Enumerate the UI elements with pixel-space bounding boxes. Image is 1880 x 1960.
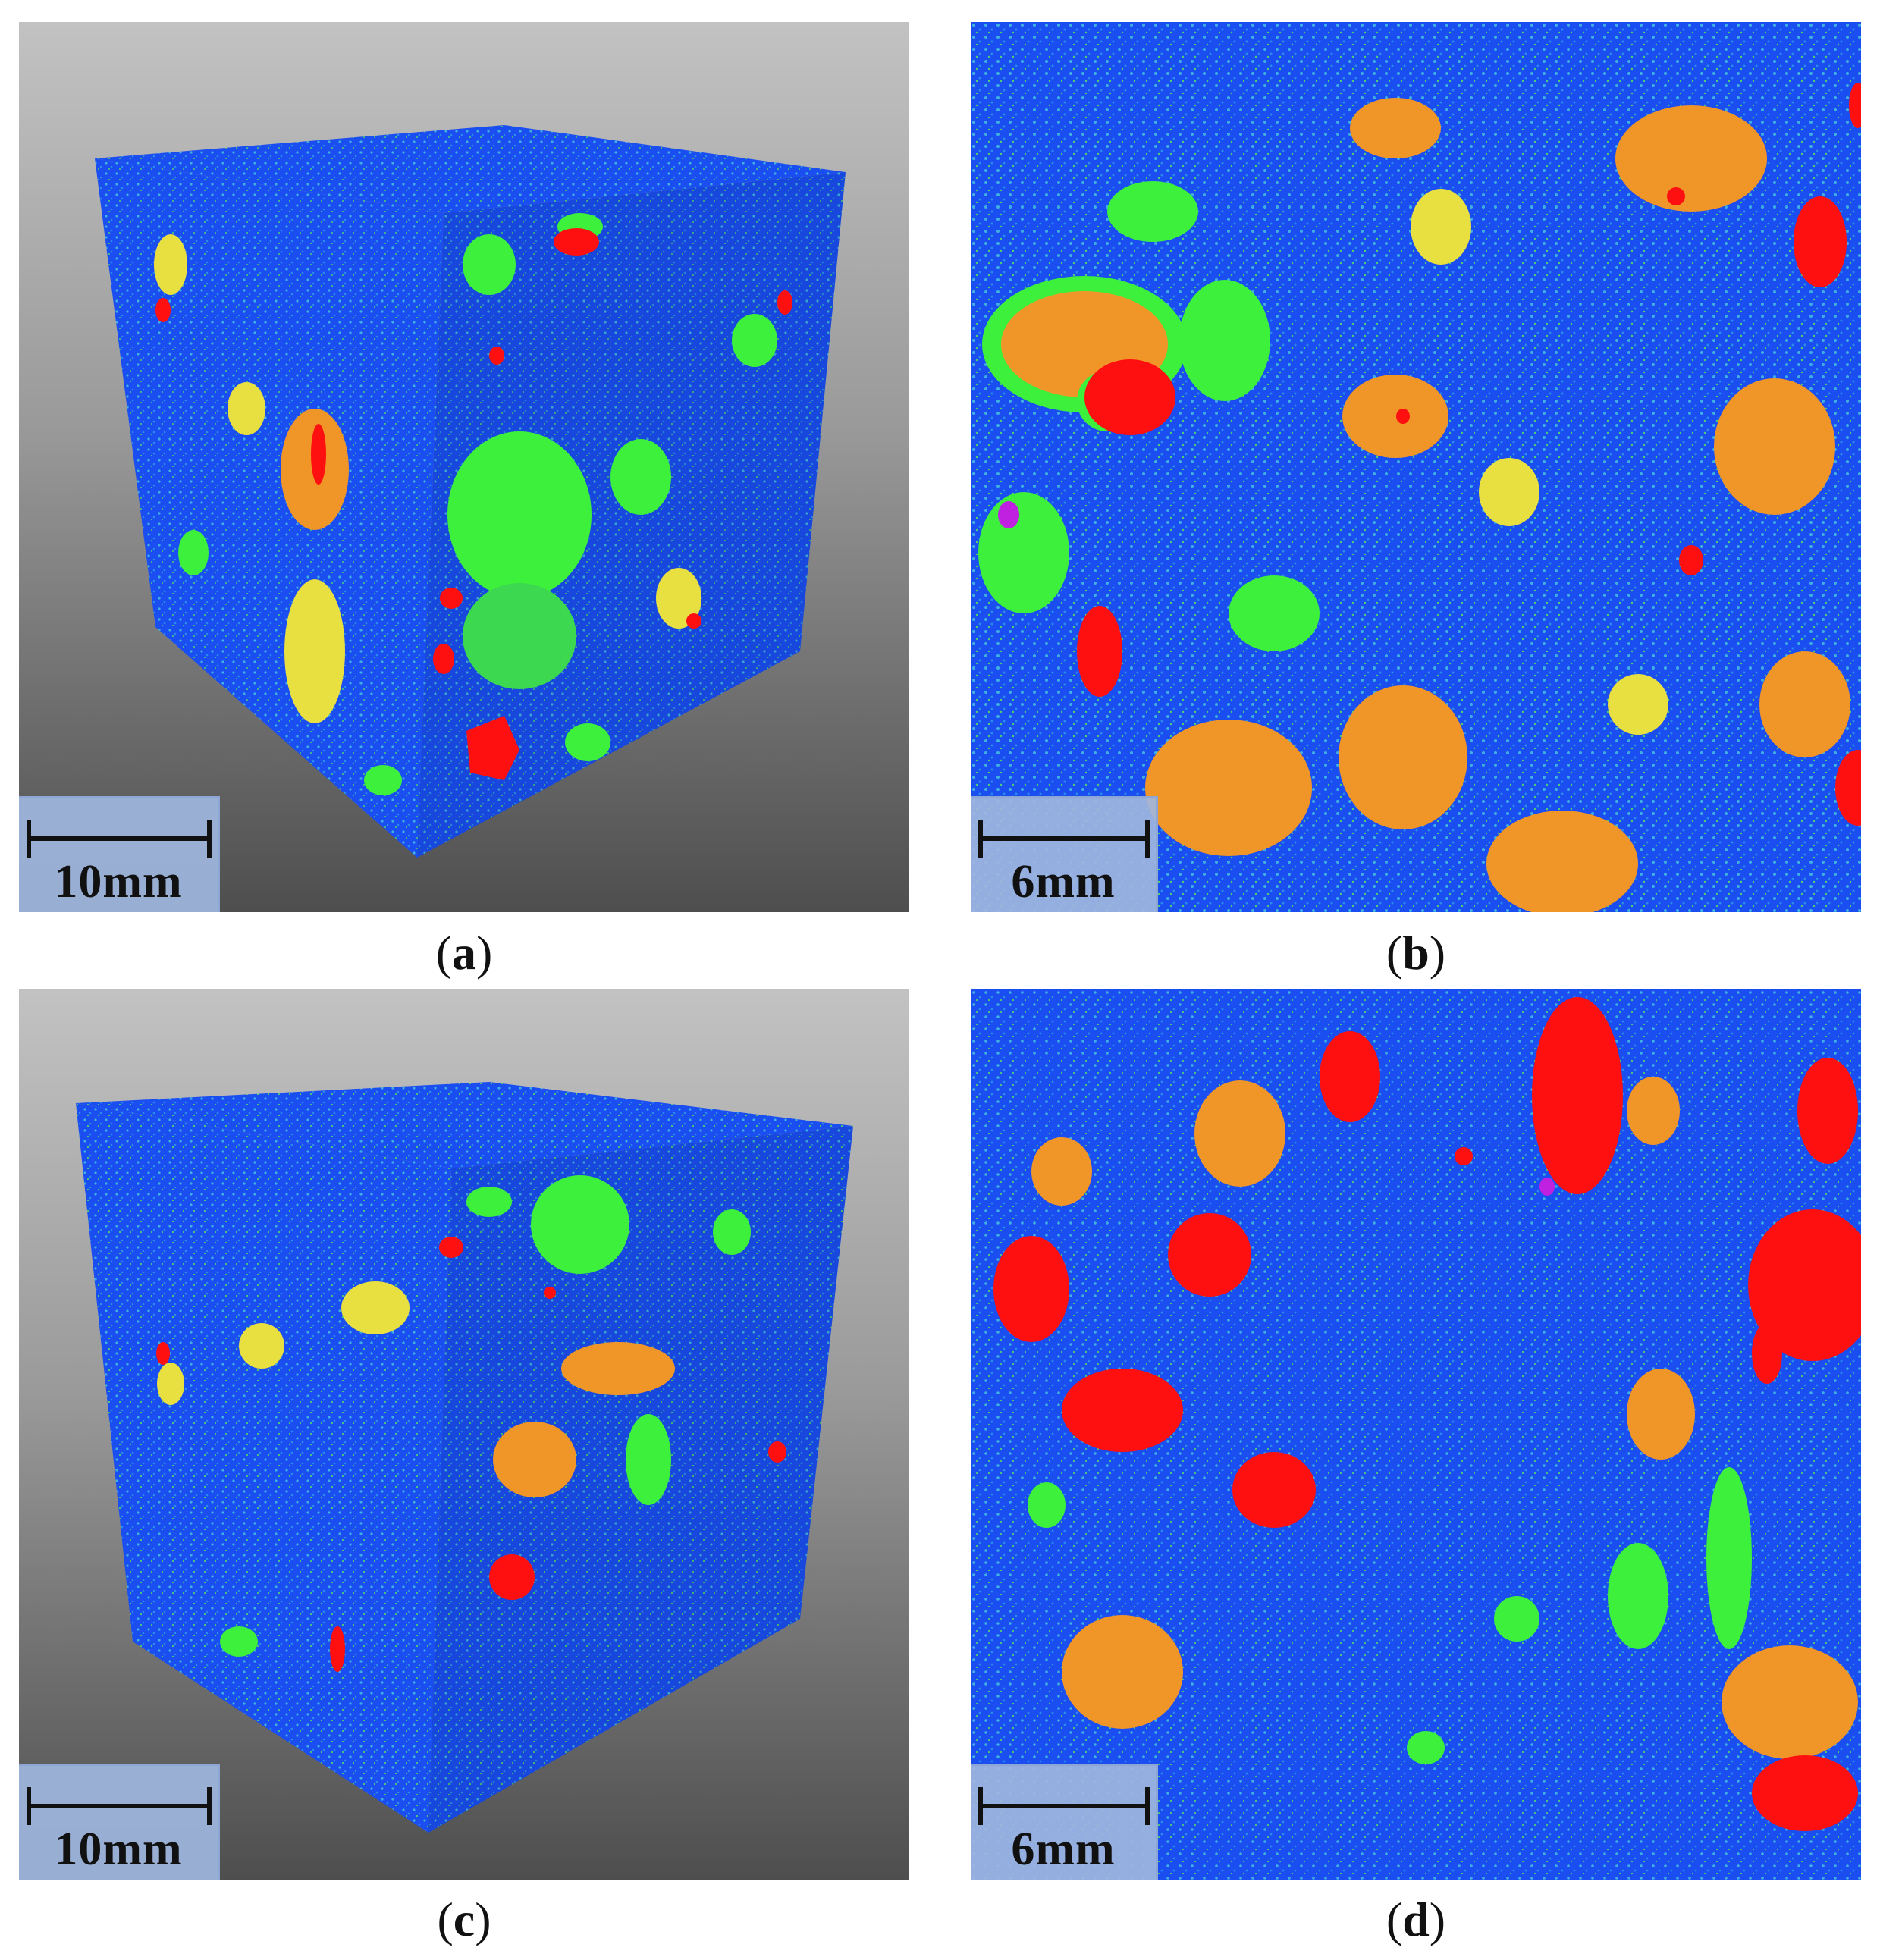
panel-c-cube-render: 10mm <box>19 989 909 1880</box>
caption-a: (a) <box>350 925 578 981</box>
scale-label-c: 10mm <box>54 1824 183 1875</box>
caption-c: (c) <box>350 1892 578 1948</box>
cube-c-top-face <box>76 1082 853 1168</box>
section-d-aggregates <box>993 997 1861 1831</box>
caption-paren-open: ( <box>1386 1893 1403 1946</box>
cube-a-aggregates <box>154 213 792 795</box>
panel-a-cube-render: 10mm <box>19 22 909 912</box>
scale-label-d: 6mm <box>1011 1824 1116 1875</box>
caption-letter-c: c <box>453 1893 475 1946</box>
cube-c-left-face <box>76 1103 451 1833</box>
scale-tick-right <box>207 1787 212 1825</box>
caption-paren-close: ) <box>476 926 493 980</box>
caption-d: (d) <box>1302 1892 1530 1948</box>
caption-b: (b) <box>1302 925 1530 981</box>
cube-a-svg <box>95 125 846 858</box>
cube-a-top-face <box>95 125 846 213</box>
scale-bar-c: 10mm <box>19 1764 220 1880</box>
caption-paren-close: ) <box>1429 926 1446 980</box>
caption-letter-a: a <box>452 926 476 980</box>
caption-letter-d: d <box>1402 1893 1430 1946</box>
panel-b-cross-section: 6mm <box>971 22 1861 912</box>
caption-paren-open: ( <box>1386 926 1403 980</box>
scale-tick-right <box>1145 1787 1150 1825</box>
scale-bar-d: 6mm <box>971 1764 1158 1880</box>
caption-paren-close: ) <box>1429 1893 1446 1946</box>
scale-bar-b: 6mm <box>971 796 1158 912</box>
cube-c-aggregates <box>156 1175 786 1672</box>
scale-line <box>978 1804 1150 1808</box>
cube-a-left-face <box>95 158 444 858</box>
panel-d-cross-section: 6mm <box>971 989 1861 1880</box>
scale-line <box>27 836 212 841</box>
cube-c-svg <box>76 1082 853 1833</box>
scale-bar-a: 10mm <box>19 796 220 912</box>
caption-letter-b: b <box>1402 926 1430 980</box>
caption-paren-open: ( <box>435 926 452 980</box>
section-b-aggregates <box>978 83 1861 912</box>
scale-tick-right <box>1145 820 1150 858</box>
scale-line <box>27 1804 212 1808</box>
caption-paren-close: ) <box>475 1893 491 1946</box>
scale-label-a: 10mm <box>54 856 183 908</box>
section-b-svg <box>971 22 1861 912</box>
section-d-svg <box>971 989 1861 1880</box>
scale-tick-right <box>207 820 212 858</box>
scale-label-b: 6mm <box>1011 856 1116 908</box>
caption-paren-open: ( <box>437 1893 454 1946</box>
scale-line <box>978 836 1150 841</box>
